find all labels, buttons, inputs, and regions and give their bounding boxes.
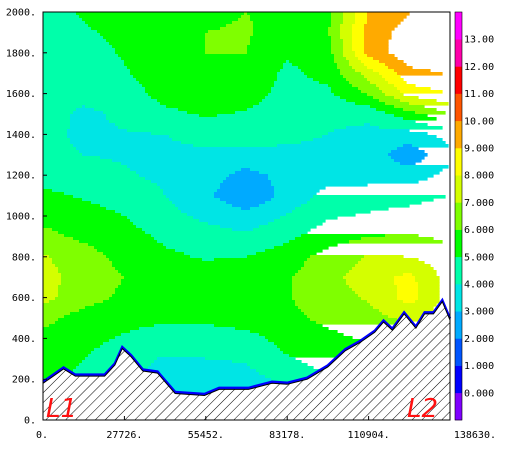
y-tick-label: 1600. (6, 89, 36, 100)
x-tick-label: 83178. (269, 430, 305, 441)
terrain-edge-band (42, 297, 452, 396)
colorbar-swatch (455, 66, 462, 94)
colorbar-label: 9.000 (464, 144, 494, 155)
colorbar-frame (454, 11, 463, 421)
y-tick-label: 400. (12, 334, 36, 345)
colorbar-swatch (455, 365, 462, 394)
y-tick-label: 2000. (6, 8, 36, 19)
y-tick-label: 600. (12, 293, 36, 304)
x-tick-label: 55452. (188, 430, 224, 441)
colorbar-swatch (455, 148, 462, 176)
y-tick-label: 800. (12, 252, 36, 263)
x-axis: 0. 27726. 55452. 83178. 110904. 138630. (36, 416, 496, 441)
colorbar-swatch (455, 392, 462, 421)
colorbar-swatch (455, 202, 462, 230)
x-tick-label: 27726. (106, 430, 142, 441)
colorbar-label: 6.000 (464, 225, 494, 236)
y-tick-label: 0. (24, 416, 36, 427)
colorbar-swatch (455, 175, 462, 203)
x-tick-label: 0. (36, 430, 48, 441)
colorbar-swatch (455, 39, 462, 67)
colorbar-label: 7.000 (464, 198, 494, 209)
colorbar-swatch (455, 229, 462, 258)
colorbar-swatch (455, 284, 462, 312)
colorbar-label: 12.00 (464, 62, 494, 73)
colorbar-label: 5.000 (464, 252, 494, 263)
colorbar-label: 4.000 (464, 280, 494, 291)
colorbar-swatch (455, 120, 462, 149)
section-label-left: L1 (46, 394, 77, 424)
x-tick-label: 110904. (348, 430, 390, 441)
y-tick-label: 1400. (6, 130, 36, 141)
colorbar-label: 3.000 (464, 307, 494, 318)
colorbar-swatch (455, 93, 462, 122)
x-tick-label: 138630. (454, 430, 496, 441)
colorbar-label: 11.00 (464, 89, 494, 100)
y-tick-label: 1800. (6, 48, 36, 59)
colorbar-label: 1.000 (464, 361, 494, 372)
colorbar-swatch (455, 338, 462, 366)
colorbar-label: 2.000 (464, 334, 494, 345)
colorbar-label: 8.000 (464, 171, 494, 182)
y-tick-label: 1000. (6, 212, 36, 223)
colorbar-label: 13.00 (464, 35, 494, 46)
colorbar-label: 0.000 (464, 388, 494, 399)
section-label-right: L2 (407, 394, 438, 424)
colorbar-swatch (455, 256, 462, 285)
terrain-cross-section (42, 300, 451, 421)
colorbar-label: 10.00 (464, 116, 494, 127)
y-tick-label: 200. (12, 375, 36, 386)
y-tick-label: 1200. (6, 171, 36, 182)
colorbar: 0.000 1.000 2.000 3.000 4.000 5.000 6.000 7.000… (454, 11, 494, 421)
y-axis: 0. 200. 400. 600. 800. 1000. 1200. 1400. 1600. 18… (6, 8, 47, 427)
colorbar-swatch (455, 311, 462, 339)
colorbar-swatch (455, 12, 462, 40)
